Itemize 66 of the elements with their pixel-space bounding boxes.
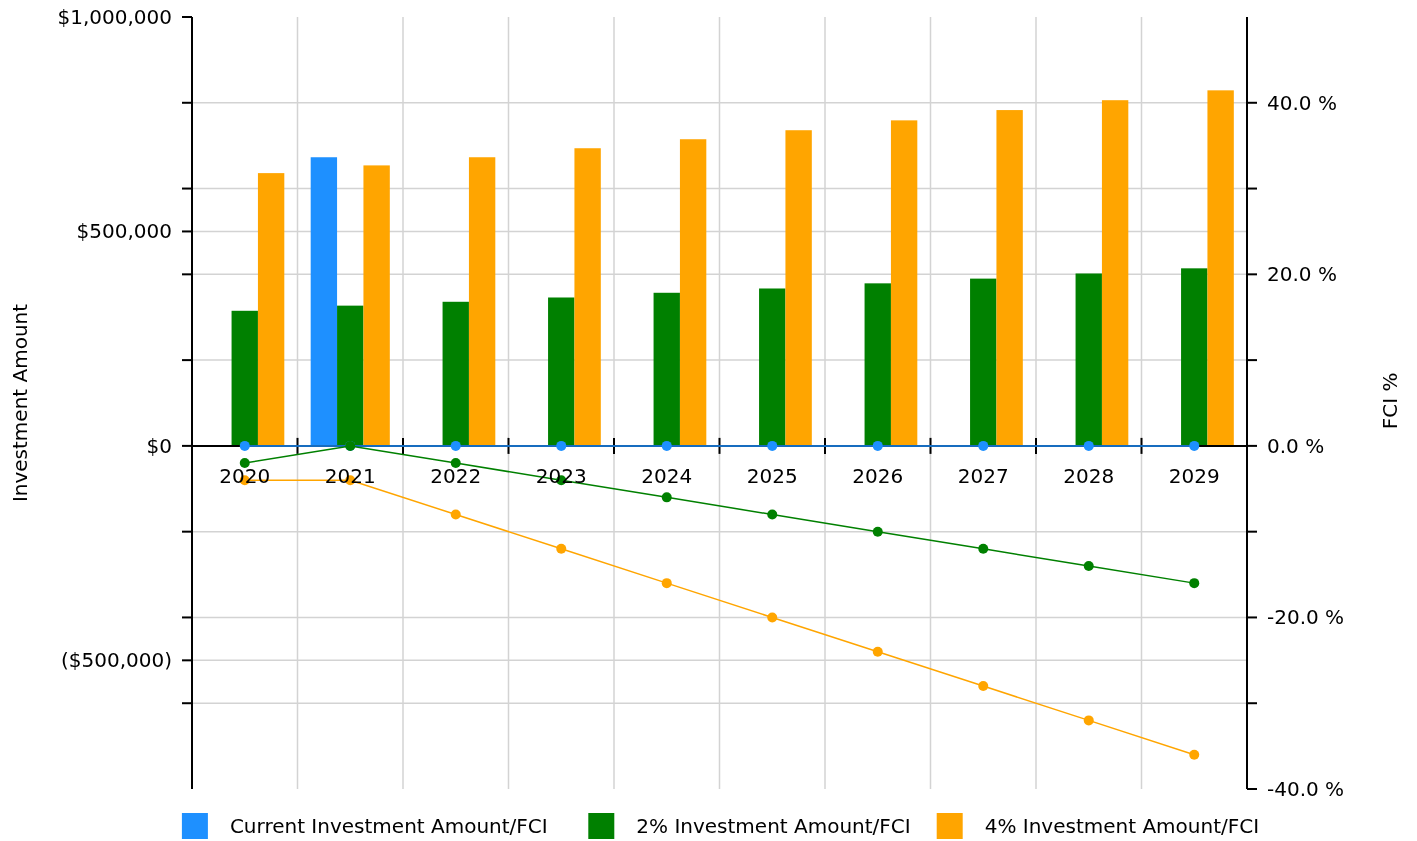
bar — [679, 139, 707, 446]
point — [978, 681, 989, 692]
bar — [231, 310, 258, 446]
point — [450, 509, 461, 520]
point — [450, 440, 461, 451]
x-tick-label: 2020 — [219, 463, 271, 488]
bar — [653, 292, 680, 446]
point — [1083, 715, 1094, 726]
bar — [1101, 100, 1129, 446]
point — [767, 440, 778, 451]
point — [239, 440, 250, 451]
bar — [759, 288, 786, 446]
bar — [996, 110, 1023, 446]
bar — [574, 148, 601, 446]
x-tick-label: 2024 — [641, 463, 693, 488]
y2-axis-title: FCI % — [1378, 372, 1402, 430]
bar — [363, 165, 390, 446]
point — [239, 458, 250, 469]
x-tick-label: 2022 — [430, 463, 482, 488]
y-tick-label: $0 — [146, 433, 172, 458]
legend-label: 4% Investment Amount/FCI — [984, 814, 1260, 838]
y-axis-title: Investment Amount — [8, 303, 32, 503]
point — [978, 543, 989, 554]
x-tick-label: 2025 — [746, 463, 798, 488]
bar — [468, 157, 496, 446]
y2-tick-label: -20.0 % — [1267, 605, 1345, 630]
point — [872, 440, 883, 451]
point — [1083, 560, 1094, 571]
bar — [785, 130, 812, 446]
bar — [864, 283, 891, 446]
x-tick-label: 2028 — [1063, 463, 1115, 488]
x-tick-label: 2029 — [1168, 463, 1220, 488]
point — [1083, 440, 1094, 451]
bar — [257, 173, 285, 446]
bar — [970, 278, 997, 446]
point — [872, 646, 883, 657]
point — [556, 440, 567, 451]
y2-tick-label: 40.0 % — [1267, 90, 1337, 115]
bar — [1075, 273, 1102, 446]
bar — [1207, 90, 1234, 446]
bar — [1181, 268, 1208, 446]
point — [978, 440, 989, 451]
y2-tick-label: 0.0 % — [1267, 433, 1325, 458]
bar — [442, 301, 469, 446]
bar — [548, 297, 575, 446]
y-tick-label: ($500,000) — [60, 648, 172, 673]
y-tick-label: $500,000 — [76, 219, 172, 244]
point — [767, 612, 778, 623]
point — [872, 526, 883, 537]
point — [556, 543, 567, 554]
x-tick-label: 2027 — [957, 463, 1009, 488]
point — [661, 440, 672, 451]
point — [1189, 440, 1200, 451]
point — [1189, 749, 1200, 760]
y2-tick-label: 20.0 % — [1267, 262, 1337, 287]
point — [767, 509, 778, 520]
y2-tick-label: -40.0 % — [1267, 777, 1345, 801]
point — [661, 492, 672, 503]
legend-label: 2% Investment Amount/FCI — [636, 814, 911, 838]
x-tick-label: 2026 — [852, 463, 904, 488]
point — [450, 458, 461, 469]
bar — [890, 120, 918, 446]
y-tick-label: $1,000,000 — [57, 5, 172, 29]
point — [1189, 578, 1200, 589]
point — [661, 578, 672, 589]
legend-label: Current Investment Amount/FCI — [229, 814, 548, 838]
